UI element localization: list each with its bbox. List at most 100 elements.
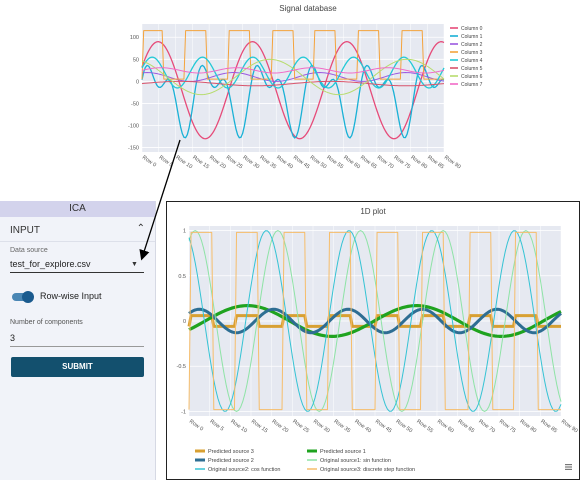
x-tick-label: Row 0 xyxy=(141,155,157,169)
legend-item[interactable]: Predicted source 3 xyxy=(208,449,254,455)
legend-item[interactable]: Original source1: sin function xyxy=(320,458,391,464)
y-tick-label: -1 xyxy=(181,409,186,415)
y-tick-label: -150 xyxy=(128,146,139,152)
data-source-label: Data source xyxy=(10,247,48,254)
x-tick-label: Row 30 xyxy=(312,419,331,435)
ica-panel: ICA INPUT ⌃ Data source test_for_explore… xyxy=(0,201,156,480)
series-line-3 xyxy=(141,30,444,80)
series-line-6 xyxy=(141,58,445,96)
x-tick-label: Row 25 xyxy=(291,419,310,435)
x-tick-label: Row 70 xyxy=(477,419,496,435)
x-tick-label: Row 30 xyxy=(242,155,261,171)
x-tick-label: Row 15 xyxy=(191,155,210,171)
row-wise-label: Row-wise Input xyxy=(40,291,102,301)
input-section-title: INPUT xyxy=(10,225,40,236)
legend-item[interactable]: Column 2 xyxy=(461,42,483,48)
x-tick-label: Row 85 xyxy=(539,419,558,435)
one-d-plot-chart: 1D plot 10.50-0.5-1 Row 0 Row 5 Row 10 Row … xyxy=(177,207,579,473)
legend-item[interactable]: Column 4 xyxy=(461,58,483,64)
x-tick-label: Row 60 xyxy=(436,419,455,435)
legend-item[interactable]: Column 7 xyxy=(461,82,483,88)
ica-panel-title: ICA xyxy=(0,201,155,217)
x-tick-label: Row 75 xyxy=(393,155,412,171)
x-tick-label: Row 90 xyxy=(443,155,462,171)
x-tick-label: Row 55 xyxy=(415,419,434,435)
x-tick-label: Row 45 xyxy=(292,155,311,171)
components-input[interactable]: 3 xyxy=(10,333,16,343)
y-tick-label: -100 xyxy=(128,124,139,130)
legend-item[interactable]: Column 1 xyxy=(461,34,483,40)
y-tick-label: 0 xyxy=(136,79,139,85)
legend-item[interactable]: Column 0 xyxy=(461,26,483,32)
signal-database-title: Signal database xyxy=(279,4,337,13)
input-section-header[interactable]: INPUT ⌃ xyxy=(0,221,155,242)
x-tick-label: Row 5 xyxy=(158,155,174,169)
series-line-5 xyxy=(188,231,561,411)
legend-item[interactable]: Column 5 xyxy=(461,66,483,72)
y-tick-label: 100 xyxy=(130,35,139,41)
plot-window: 1D plot 1 0.5 0 -0.5 -1 Row 0 Row 5 Row 10 Row … xyxy=(166,201,580,480)
x-tick-label: Row 55 xyxy=(325,155,344,171)
y-tick-label: -50 xyxy=(131,101,139,107)
x-tick-label: Row 50 xyxy=(309,155,328,171)
x-tick-label: Row 65 xyxy=(457,419,476,435)
one-d-plot-title: 1D plot xyxy=(360,207,386,216)
x-tick-label: Row 75 xyxy=(498,419,517,435)
toggle-knob[interactable] xyxy=(22,291,34,303)
x-tick-label: Row 35 xyxy=(333,419,352,435)
legend-item[interactable]: Column 6 xyxy=(461,74,483,80)
series-line-1 xyxy=(141,64,445,139)
plot-series-lines xyxy=(187,230,562,412)
data-source-underline xyxy=(10,272,144,273)
legend-item[interactable]: Original source2: cos function xyxy=(208,467,280,473)
plot-x-ticks: Row 0 Row 5 Row 10 Row 15 Row 20 Row 25 Row 30… xyxy=(188,419,579,435)
y-tick-label: 0 xyxy=(183,319,186,325)
x-tick-label: Row 90 xyxy=(560,419,579,435)
x-tick-label: Row 65 xyxy=(359,155,378,171)
legend-item[interactable]: Original source3: discrete step function xyxy=(320,467,415,473)
y-tick-label: 50 xyxy=(133,57,139,63)
x-tick-label: Row 20 xyxy=(271,419,290,435)
series-line-5 xyxy=(141,80,445,87)
series-line-1 xyxy=(188,304,562,338)
x-tick-label: Row 45 xyxy=(374,419,393,435)
plot-legend[interactable]: Predicted source 3 Predicted source 1 Pred… xyxy=(195,449,415,473)
x-tick-label: Row 70 xyxy=(376,155,395,171)
x-tick-label: Row 60 xyxy=(342,155,361,171)
chevron-up-icon[interactable]: ⌃ xyxy=(136,223,145,234)
menu-icon[interactable] xyxy=(565,464,572,470)
series-line-3 xyxy=(188,230,562,412)
data-source-select[interactable]: test_for_explore.csv xyxy=(10,259,91,269)
x-tick-label: Row 85 xyxy=(426,155,445,171)
x-tick-label: Row 25 xyxy=(225,155,244,171)
legend-item[interactable]: Predicted source 2 xyxy=(208,458,254,464)
x-tick-label: Row 10 xyxy=(229,419,248,435)
x-tick-label: Row 5 xyxy=(209,419,225,433)
legend-item[interactable]: Predicted source 1 xyxy=(320,449,366,455)
dropdown-arrow-icon[interactable]: ▼ xyxy=(131,261,138,268)
x-tick-label: Row 40 xyxy=(275,155,294,171)
x-tick-label: Row 80 xyxy=(519,419,538,435)
series-line-0 xyxy=(187,314,561,328)
components-underline xyxy=(10,346,144,347)
db-series-lines xyxy=(141,30,445,140)
x-tick-label: Row 15 xyxy=(250,419,269,435)
legend-item[interactable]: Column 3 xyxy=(461,50,483,56)
components-label: Number of components xyxy=(10,319,83,326)
x-tick-label: Row 50 xyxy=(395,419,414,435)
x-tick-label: Row 20 xyxy=(208,155,227,171)
plot-y-ticks: 1 0.5 0 -0.5 -1 xyxy=(177,229,186,416)
submit-button[interactable]: SUBMIT xyxy=(11,357,144,377)
db-y-ticks: 100 50 0 -50 -100 -150 xyxy=(128,35,139,151)
x-tick-label: Row 80 xyxy=(409,155,428,171)
x-tick-label: Row 0 xyxy=(188,419,204,433)
series-line-4 xyxy=(188,230,562,412)
series-line-2 xyxy=(188,307,562,335)
row-wise-toggle[interactable] xyxy=(12,291,34,303)
series-line-7 xyxy=(141,67,445,74)
y-tick-label: 0.5 xyxy=(178,274,186,280)
x-tick-label: Row 35 xyxy=(258,155,277,171)
db-legend[interactable]: Column 0 Column 1 Column 2 Column 3 Column 4… xyxy=(450,26,483,88)
